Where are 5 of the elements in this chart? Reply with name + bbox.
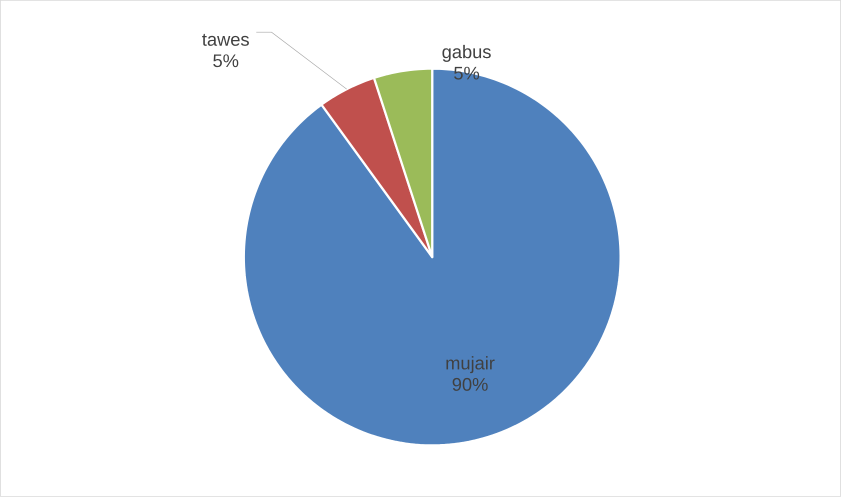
data-label: 90% bbox=[452, 378, 488, 391]
data-label: 5% bbox=[213, 54, 238, 68]
slice-label: tawes bbox=[202, 34, 249, 46]
slice-label: mujair bbox=[446, 356, 495, 374]
slice-label: gabus bbox=[442, 44, 491, 62]
